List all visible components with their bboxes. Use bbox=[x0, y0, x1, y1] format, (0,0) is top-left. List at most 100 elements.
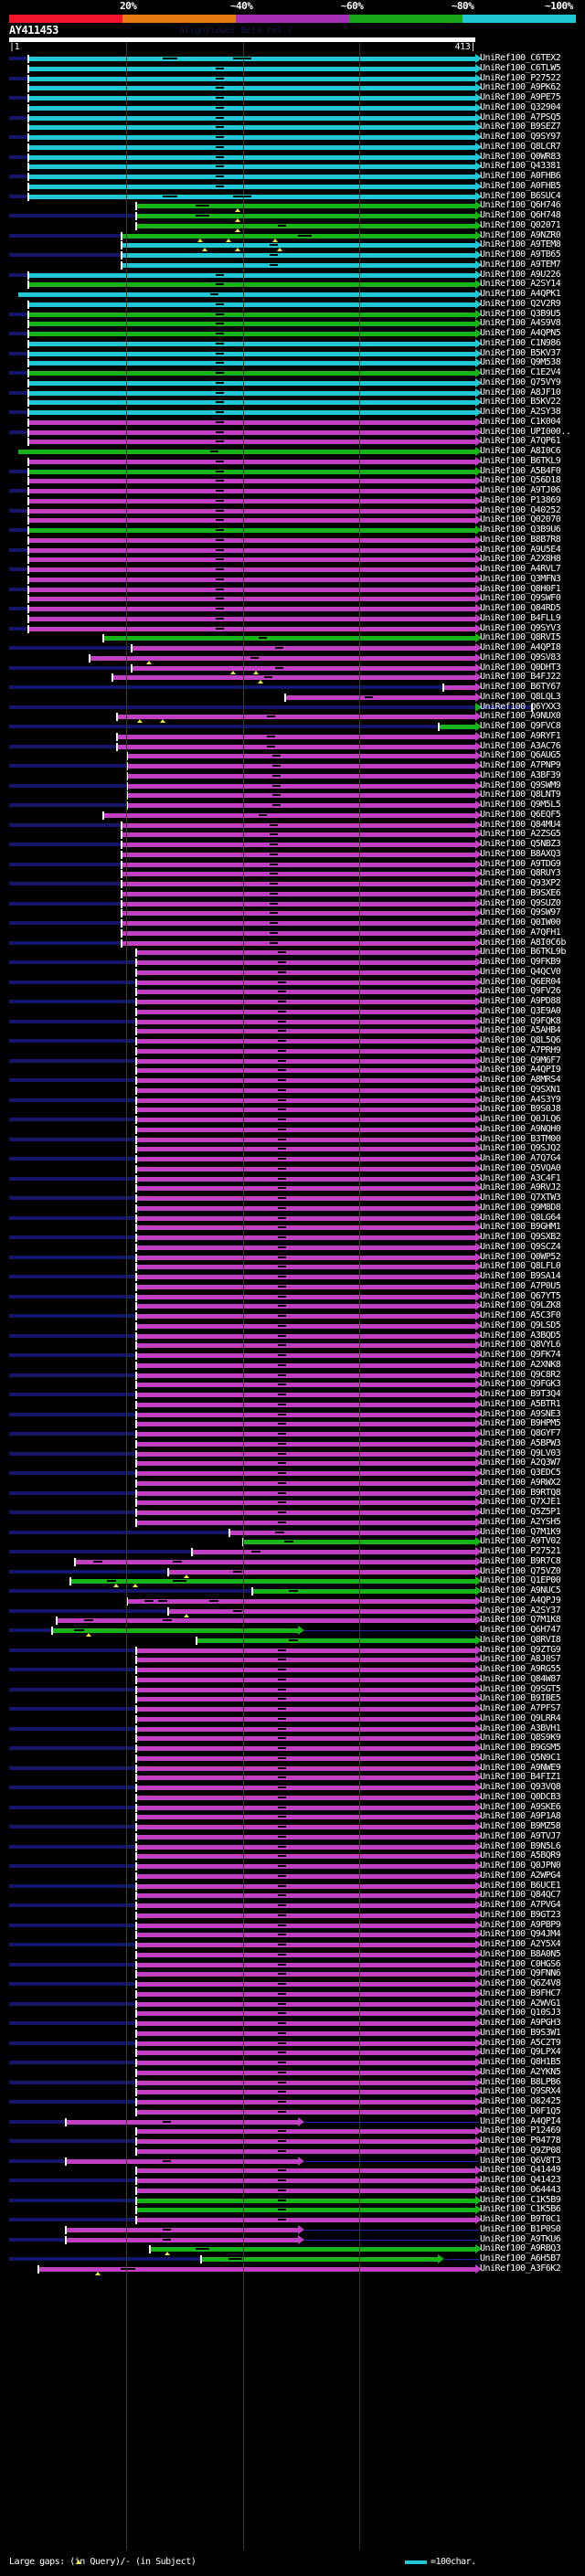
hit-label[interactable]: UniRef100_A2Y5X4 bbox=[480, 1939, 561, 1949]
hit-row[interactable]: UniRef100_Q5N9C1 bbox=[0, 1752, 585, 1764]
hsp-bar[interactable] bbox=[125, 783, 475, 789]
hit-row[interactable]: UniRef100_Q40252 bbox=[0, 504, 585, 516]
hit-label[interactable]: UniRef100_B5KV37 bbox=[480, 347, 561, 358]
hit-row[interactable]: UniRef100_Q9LRR4 bbox=[0, 1712, 585, 1724]
hit-label[interactable]: UniRef100_Q5N9C1 bbox=[480, 1752, 561, 1763]
hit-row[interactable]: UniRef100_C0HGS6 bbox=[0, 1959, 585, 1970]
hsp-bar[interactable] bbox=[27, 164, 475, 170]
hsp-bar[interactable] bbox=[27, 57, 475, 61]
hsp-bar[interactable] bbox=[134, 1933, 475, 1938]
hit-label[interactable]: UniRef100_Q8VYL6 bbox=[480, 1340, 561, 1351]
hsp-bar[interactable] bbox=[134, 1441, 475, 1447]
hsp-bar[interactable] bbox=[134, 1707, 475, 1712]
hit-label[interactable]: UniRef100_Q41449 bbox=[480, 2165, 561, 2176]
hit-label[interactable]: UniRef100_Q5VQA0 bbox=[480, 1162, 561, 1173]
hit-label[interactable]: UniRef100_A9NQH0 bbox=[480, 1123, 561, 1134]
hsp-bar[interactable] bbox=[134, 1755, 475, 1761]
hit-label[interactable]: UniRef100_B8AXQ3 bbox=[480, 848, 561, 859]
hsp-bar[interactable] bbox=[134, 1078, 475, 1083]
hit-label[interactable]: UniRef100_B9S3W1 bbox=[480, 2027, 561, 2038]
hsp-bar[interactable] bbox=[134, 1009, 475, 1014]
hit-label[interactable]: UniRef100_A2Q3W7 bbox=[480, 1458, 561, 1468]
hit-label[interactable]: UniRef100_Q40252 bbox=[480, 504, 561, 515]
hsp-bar[interactable] bbox=[102, 812, 475, 818]
hit-label[interactable]: UniRef100_B8LPB6 bbox=[480, 2076, 561, 2087]
hit-row[interactable]: UniRef100_Q10SJ3 bbox=[0, 2008, 585, 2019]
hit-label[interactable]: UniRef100_C1K5B9 bbox=[480, 2194, 561, 2205]
hit-label[interactable]: UniRef100_Q9M538 bbox=[480, 357, 561, 368]
hit-row[interactable]: UniRef100_Q9LZK8 bbox=[0, 1300, 585, 1311]
hit-label[interactable]: UniRef100_Q6H748 bbox=[480, 210, 561, 220]
hsp-bar[interactable] bbox=[134, 1205, 475, 1211]
hsp-bar[interactable] bbox=[134, 1176, 475, 1182]
hit-row[interactable]: UniRef100_B6SUC4 bbox=[0, 191, 585, 202]
hit-label[interactable]: UniRef100_Q9LZK8 bbox=[480, 1300, 561, 1311]
hsp-bar[interactable] bbox=[121, 253, 475, 258]
hsp-bar[interactable] bbox=[134, 2021, 475, 2026]
hit-row[interactable]: UniRef100_Q7XTW3 bbox=[0, 1193, 585, 1203]
hsp-bar[interactable] bbox=[134, 2208, 475, 2213]
hit-row[interactable]: UniRef100_A2ZSG5 bbox=[0, 829, 585, 840]
hsp-bar[interactable] bbox=[134, 1825, 475, 1829]
hit-row[interactable]: UniRef100_B4FJ22 bbox=[0, 672, 585, 684]
hsp-bar[interactable] bbox=[27, 282, 475, 288]
hit-label[interactable]: UniRef100_Q93XP2 bbox=[480, 878, 561, 888]
hit-row[interactable]: UniRef100_B9GHM1 bbox=[0, 1222, 585, 1233]
hsp-bar[interactable] bbox=[134, 1157, 475, 1161]
hit-label[interactable]: UniRef100_A9RBQ3 bbox=[480, 2243, 561, 2254]
hit-label[interactable]: UniRef100_D0F1Q5 bbox=[480, 2105, 561, 2116]
hit-label[interactable]: UniRef100_B9IBE5 bbox=[480, 1693, 561, 1704]
hit-label[interactable]: UniRef100_Q9SGT5 bbox=[480, 1683, 561, 1694]
hsp-bar[interactable] bbox=[134, 1658, 475, 1663]
hit-label[interactable]: UniRef100_B4FJ22 bbox=[480, 672, 561, 683]
hsp-bar[interactable] bbox=[134, 2061, 475, 2065]
hsp-bar[interactable] bbox=[134, 2041, 475, 2046]
hit-row[interactable]: UniRef100_A9TB65 bbox=[0, 249, 585, 260]
hit-label[interactable]: UniRef100_B9GSM5 bbox=[480, 1743, 561, 1753]
hit-label[interactable]: UniRef100_UPI000.. bbox=[480, 426, 571, 437]
hit-label[interactable]: UniRef100_Q9LRR4 bbox=[480, 1712, 561, 1723]
hit-label[interactable]: UniRef100_A4S9V8 bbox=[480, 318, 561, 329]
hit-row[interactable]: UniRef100_A9NZR0 bbox=[0, 230, 585, 242]
hit-label[interactable]: UniRef100_Q3E9A0 bbox=[480, 1005, 561, 1016]
hit-row[interactable]: UniRef100_A7PVG4 bbox=[0, 1900, 585, 1911]
hit-row[interactable]: UniRef100_A0FHB6 bbox=[0, 171, 585, 182]
hit-label[interactable]: UniRef100_A7PFS7 bbox=[480, 1703, 561, 1713]
hit-row[interactable]: UniRef100_A9PGH3 bbox=[0, 2018, 585, 2029]
hsp-bar[interactable] bbox=[27, 577, 475, 582]
hit-row[interactable]: UniRef100_Q93VQ8 bbox=[0, 1782, 585, 1793]
hsp-bar[interactable] bbox=[27, 410, 475, 415]
hit-label[interactable]: UniRef100_B9HPM5 bbox=[480, 1418, 561, 1429]
hsp-bar[interactable] bbox=[125, 754, 475, 759]
hit-row[interactable]: UniRef100_Q9SY97 bbox=[0, 132, 585, 143]
hit-label[interactable]: UniRef100_C1N986 bbox=[480, 337, 561, 348]
hsp-bar[interactable] bbox=[125, 773, 475, 779]
hsp-bar[interactable] bbox=[27, 66, 475, 71]
hit-row[interactable]: UniRef100_A9U226 bbox=[0, 270, 585, 281]
hit-row[interactable]: UniRef100_A9RVJ2 bbox=[0, 1182, 585, 1193]
hsp-bar[interactable] bbox=[134, 1786, 475, 1790]
hsp-bar[interactable] bbox=[134, 1373, 475, 1378]
hsp-bar[interactable] bbox=[134, 1225, 475, 1231]
hsp-bar[interactable] bbox=[134, 1294, 475, 1299]
hit-row[interactable]: UniRef100_Q7M1K9 bbox=[0, 1526, 585, 1538]
hit-label[interactable]: UniRef100_Q7XTW3 bbox=[480, 1193, 561, 1203]
hit-row[interactable]: UniRef100_A0FHB5 bbox=[0, 181, 585, 192]
hit-row[interactable]: UniRef100_Q75VY9 bbox=[0, 377, 585, 388]
hit-label[interactable]: UniRef100_Q7M1K9 bbox=[480, 1526, 561, 1537]
hit-label[interactable]: UniRef100_Q9ZP08 bbox=[480, 2145, 561, 2156]
hit-row[interactable]: UniRef100_Q93XP2 bbox=[0, 878, 585, 889]
hit-label[interactable]: UniRef100_Q9M5L5 bbox=[480, 800, 561, 810]
hit-label[interactable]: UniRef100_Q0DHT3 bbox=[480, 662, 561, 673]
hsp-bar[interactable] bbox=[121, 243, 475, 249]
hsp-bar[interactable] bbox=[27, 537, 475, 543]
hit-label[interactable]: UniRef100_A9RVJ2 bbox=[480, 1182, 561, 1193]
hit-row[interactable]: UniRef100_D0F1Q5 bbox=[0, 2105, 585, 2117]
hit-row[interactable]: UniRef100_Q9M538 bbox=[0, 357, 585, 368]
hsp-bar[interactable] bbox=[134, 1451, 475, 1457]
hit-label[interactable]: UniRef100_Q41423 bbox=[480, 2175, 561, 2185]
hsp-bar[interactable] bbox=[134, 1166, 475, 1171]
hit-label[interactable]: UniRef100_A5BQR9 bbox=[480, 1850, 561, 1861]
hsp-bar[interactable] bbox=[27, 469, 475, 474]
hsp-bar[interactable] bbox=[134, 2168, 475, 2174]
